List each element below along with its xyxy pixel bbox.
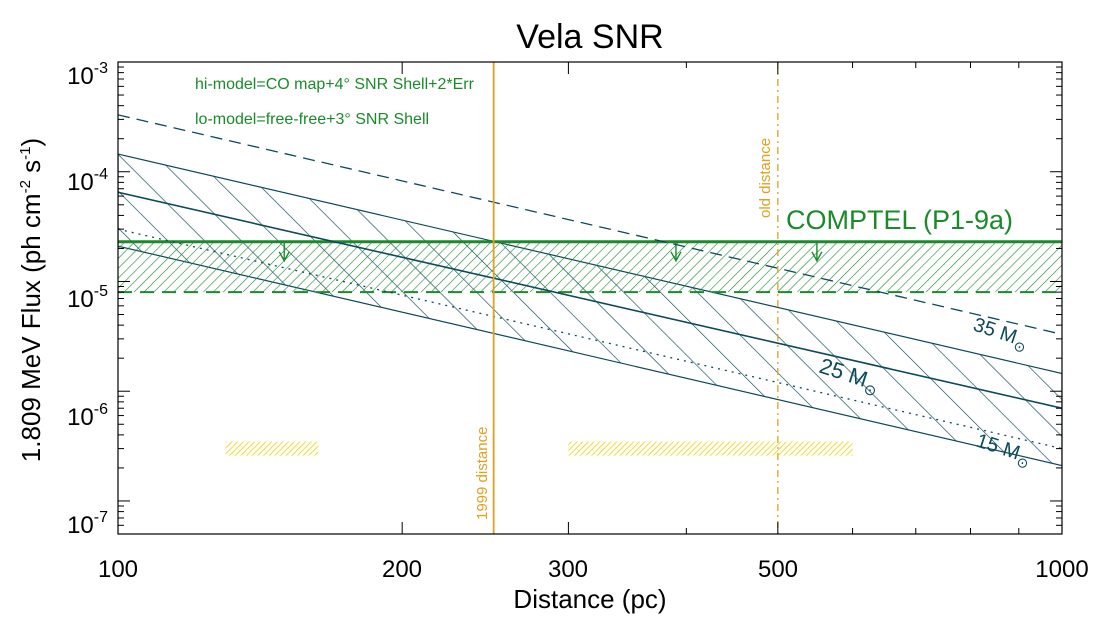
x-tick-label: 300 <box>548 556 588 583</box>
comptel-band <box>118 241 1062 293</box>
comptel-label: COMPTEL (P1-9a) <box>786 205 1013 235</box>
y-tick-label: 10-6 <box>67 401 108 431</box>
x-tick-label: 500 <box>758 556 798 583</box>
model-25-band <box>118 153 1062 467</box>
model-note-hi: hi-model=CO map+4° SNR Shell+2*Err <box>195 76 475 93</box>
axis-ticks <box>117 61 1063 535</box>
comptel-upper-limit-arrows <box>278 241 823 263</box>
y-tick-label: 10-5 <box>67 283 108 313</box>
x-tick-label: 1000 <box>1035 556 1088 583</box>
distance-range-far <box>568 441 853 456</box>
model-note-lo: lo-model=free-free+3° SNR Shell <box>195 111 429 128</box>
x-tick-label: 200 <box>382 556 422 583</box>
y-tick-label: 10-7 <box>67 509 108 539</box>
x-tick-label: 100 <box>98 556 138 583</box>
model-15-line <box>118 228 1062 450</box>
y-tick-label: 10-3 <box>67 60 108 90</box>
plot-area <box>118 62 1062 534</box>
model-35-label: 35 M⊙ <box>969 314 1030 356</box>
model-35-line <box>118 114 1062 335</box>
model-25-line <box>118 191 1062 410</box>
distance-range-near <box>225 441 319 456</box>
x-axis-label: Distance (pc) <box>513 584 666 614</box>
distance-1999-label: 1999 distance <box>474 427 491 520</box>
chart-title: Vela SNR <box>516 18 663 56</box>
y-tick-label: 10-4 <box>67 166 108 196</box>
distance-old-label: old distance <box>757 138 774 218</box>
comptel-arrow <box>278 241 290 263</box>
y-axis-label: 1.809 MeV Flux (ph cm-2 s-1) <box>16 138 46 462</box>
comptel-arrow <box>811 241 823 263</box>
